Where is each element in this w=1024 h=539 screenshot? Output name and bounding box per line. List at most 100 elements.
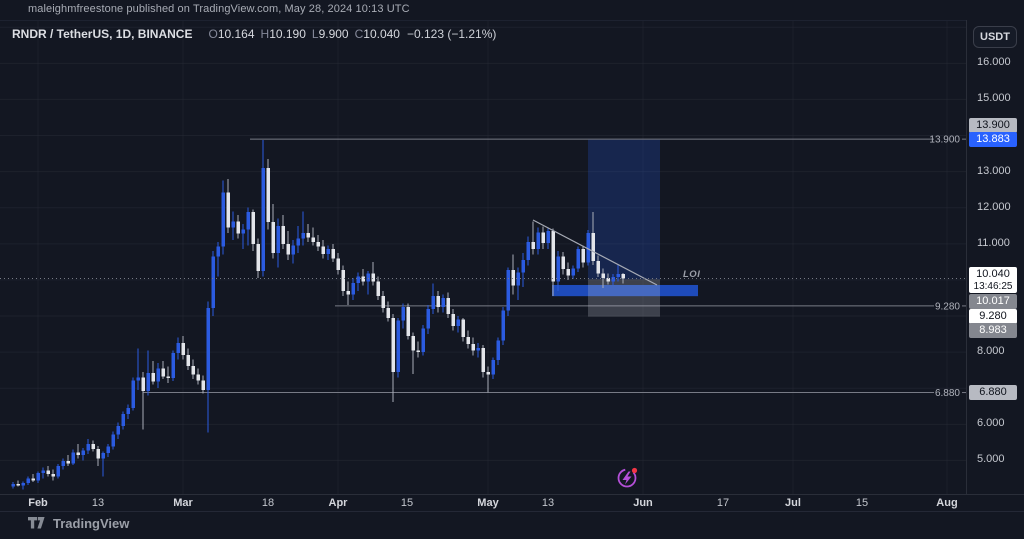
candle-body [586, 232, 590, 263]
candle-body [46, 470, 50, 475]
candle-body [211, 256, 215, 309]
candle-body [291, 245, 295, 255]
candle-body [391, 317, 395, 372]
candle-body [26, 478, 30, 483]
candle-body [481, 347, 485, 372]
candle-body [286, 243, 290, 255]
candle-body [556, 256, 560, 282]
candle-body [356, 276, 360, 283]
candle-body [401, 306, 405, 321]
time-axis-label: 13 [91, 497, 105, 509]
price-axis-badge: 13.883 [969, 132, 1017, 148]
candle-body [121, 414, 125, 427]
candle-body [21, 482, 25, 486]
candle-body [601, 273, 605, 279]
candle-body [276, 225, 280, 253]
candle-body [71, 452, 75, 464]
candle-body [141, 377, 145, 392]
time-axis-label: May [477, 497, 499, 509]
candle-body [486, 371, 490, 375]
candle-body [236, 221, 240, 234]
candle-body [536, 232, 540, 250]
candle-body [126, 408, 130, 415]
price-axis-tick: 8.000 [977, 345, 1005, 358]
price-axis-badge: 8.983 [969, 323, 1017, 339]
candle-body [151, 373, 155, 382]
tradingview-brand-text: TradingView [53, 516, 130, 531]
open-value: 10.164 [217, 27, 255, 41]
candle-body [431, 296, 435, 309]
candle-body [76, 452, 80, 456]
price-level-label: 9.280 [935, 301, 960, 312]
time-axis-label: Mar [173, 497, 193, 509]
price-axis-badge: 13.900 [969, 117, 1017, 133]
candle-body [461, 319, 465, 337]
candle-body [416, 350, 420, 353]
candle-body [566, 269, 570, 276]
candle-body [201, 380, 205, 391]
price-axis-tick: 12.000 [977, 200, 1011, 213]
symbol-title[interactable]: RNDR / TetherUS, 1D, BINANCE [12, 27, 193, 41]
candle-body [186, 355, 190, 366]
flash-icon-ring [617, 468, 637, 488]
candle-body [476, 347, 480, 351]
high-label: H [260, 27, 270, 41]
price-axis[interactable]: 16.000 15.000 13.000 12.000 11.000 8.000 6.000… [966, 20, 1024, 512]
candle-body [281, 225, 285, 244]
candle-body [196, 374, 200, 381]
candle-body [521, 260, 525, 273]
candle-body [621, 274, 625, 279]
candle-body [451, 314, 455, 327]
candle-body [156, 368, 160, 382]
candle-body [426, 308, 430, 329]
candle-body [386, 308, 390, 318]
low-label: L [311, 27, 319, 41]
price-axis-tick: 5.000 [977, 453, 1005, 466]
candle-body [311, 237, 315, 243]
candle-body [91, 444, 95, 449]
price-level-label: 6.880 [935, 388, 960, 399]
candle-body [161, 368, 165, 377]
price-axis-badge: 6.880 [969, 385, 1017, 401]
time-axis-label: Jun [633, 497, 653, 509]
price-axis-tick: 13.000 [977, 164, 1011, 177]
close-value: 10.040 [363, 27, 400, 41]
candle-body [361, 276, 365, 282]
candle-body [146, 373, 150, 392]
candle-body [441, 297, 445, 307]
time-axis[interactable]: Feb 13 Mar 18 Apr 15 May 13 Jun 17 Jul 15 Aug [0, 494, 1024, 512]
candle-body [271, 222, 275, 253]
candle-body [496, 340, 500, 361]
candle-body [266, 168, 270, 223]
currency-toggle-button[interactable]: USDT [973, 26, 1017, 48]
candle-body [396, 320, 400, 372]
time-axis-label: 17 [716, 497, 730, 509]
candle-body [31, 478, 35, 481]
candle-body [51, 474, 55, 477]
position-risk-box [588, 279, 660, 317]
change-value: −0.123 (−1.21%) [406, 27, 497, 41]
candle-body [501, 310, 505, 341]
candle-body [111, 434, 115, 447]
price-axis-tick: 6.000 [977, 417, 1005, 430]
close-label: C [354, 27, 364, 41]
time-axis-label: Aug [936, 497, 958, 509]
high-value: 10.190 [269, 27, 306, 41]
candle-body [371, 273, 375, 282]
time-axis-label: 18 [261, 497, 275, 509]
candle-body [106, 446, 110, 454]
time-axis-label: Jul [785, 497, 801, 509]
candle-body [456, 319, 460, 327]
price-axis-badge: 9.280 [969, 309, 1017, 325]
candle-body [446, 297, 450, 315]
candle-body [336, 258, 340, 270]
price-axis-tick: 11.000 [977, 236, 1010, 249]
candle-body [526, 242, 530, 261]
candle-body [226, 192, 230, 228]
candle-body [321, 246, 325, 254]
demand-zone-rectangle [552, 284, 698, 297]
price-axis-tick: 15.000 [977, 92, 1011, 105]
candle-body [231, 221, 235, 228]
trendline [532, 219, 658, 286]
